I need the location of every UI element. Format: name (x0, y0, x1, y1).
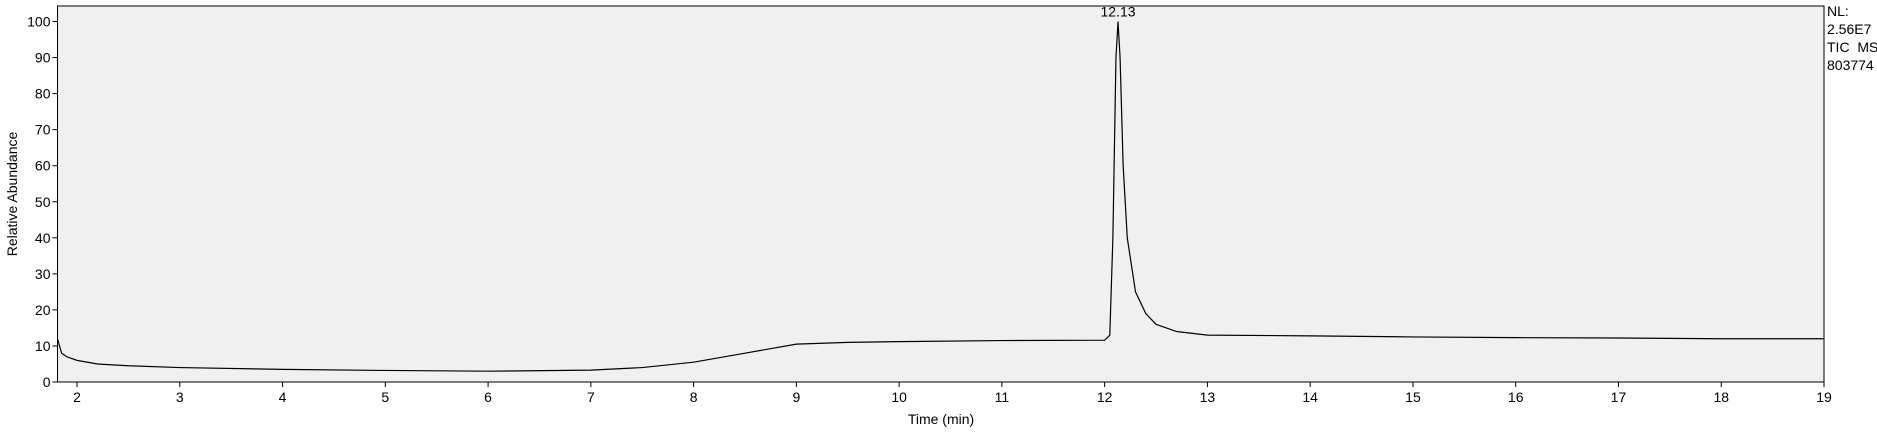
y-tick-label: 80 (35, 86, 51, 102)
side-label: 803774 (1827, 57, 1874, 73)
x-tick-label: 10 (891, 389, 907, 405)
y-tick-label: 50 (35, 194, 51, 210)
x-tick-label: 3 (176, 389, 184, 405)
x-tick-label: 2 (73, 389, 81, 405)
x-tick-label: 9 (792, 389, 800, 405)
x-tick-label: 12 (1097, 389, 1113, 405)
x-axis-label: Time (min) (908, 411, 974, 427)
x-tick-label: 7 (587, 389, 595, 405)
trace (56, 21, 1824, 372)
x-tick-label: 14 (1302, 389, 1318, 405)
y-tick-label: 30 (35, 266, 51, 282)
side-label: NL: (1827, 3, 1849, 19)
y-tick-label: 70 (35, 122, 51, 138)
y-axis-label: Relative Abundance (4, 132, 20, 257)
x-tick-label: 11 (995, 389, 1010, 405)
x-tick-label: 13 (1200, 389, 1216, 405)
y-tick-label: 0 (43, 374, 51, 390)
side-label: 2.56E7 (1827, 21, 1872, 37)
y-tick-label: 10 (35, 338, 51, 354)
side-label: TIC MS (1827, 39, 1877, 55)
x-tick-label: 16 (1508, 389, 1524, 405)
y-tick-label: 100 (27, 14, 51, 30)
x-tick-label: 5 (381, 389, 389, 405)
y-tick-label: 60 (35, 158, 51, 174)
x-tick-label: 6 (484, 389, 492, 405)
x-tick-label: 15 (1405, 389, 1421, 405)
y-tick-label: 90 (35, 50, 51, 66)
x-tick-label: 19 (1816, 389, 1832, 405)
x-tick-label: 18 (1713, 389, 1729, 405)
y-tick-label: 40 (35, 230, 51, 246)
y-tick-label: 20 (35, 302, 51, 318)
x-tick-label: 8 (690, 389, 698, 405)
peak-label: 12.13 (1100, 4, 1135, 20)
x-tick-label: 17 (1611, 389, 1627, 405)
plot-area (57, 5, 1825, 383)
x-tick-label: 4 (279, 389, 287, 405)
